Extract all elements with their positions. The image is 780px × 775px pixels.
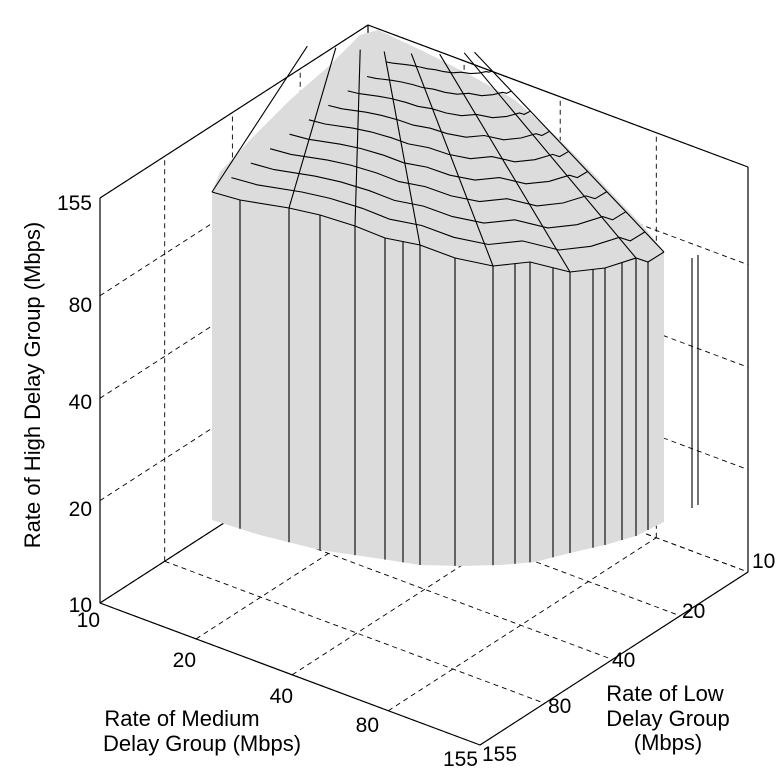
x-tick-label: 80 <box>356 714 379 737</box>
floor-grid-line <box>388 537 657 712</box>
z-axis-label: Rate of High Delay Group (Mbps) <box>20 222 45 548</box>
z-tick-label: 20 <box>69 498 92 521</box>
z-tick-labels: 10 20 40 80 155 <box>57 192 92 617</box>
box-edge <box>99 602 481 746</box>
surface-edge <box>211 191 665 273</box>
floor-grid-line <box>164 560 545 704</box>
surface-mesh-line <box>269 148 608 207</box>
y-tick-labels: 10 20 40 80 155 <box>482 550 775 766</box>
surface-mesh-line <box>386 61 493 75</box>
surface-mesh-line <box>410 53 494 267</box>
y-axis-label-line: Rate of Low <box>606 681 724 706</box>
z-tick-label: 10 <box>69 594 92 617</box>
y-axis-label-line: (Mbps) <box>634 730 702 755</box>
box-edge <box>367 24 749 168</box>
x-axis-label-line: Delay Group (Mbps) <box>103 731 301 756</box>
surface-mesh-line <box>463 52 637 259</box>
y-tick-label: 155 <box>482 743 517 766</box>
y-tick-label: 40 <box>612 649 635 672</box>
y-tick-label: 10 <box>752 550 775 573</box>
y-tick-label: 20 <box>682 600 705 623</box>
x-tick-labels: 10 20 40 80 155 <box>77 609 478 771</box>
surface-mesh-line <box>383 51 421 246</box>
surface-mesh-line <box>288 47 337 209</box>
surface-mesh-line <box>308 119 570 163</box>
surface-mesh-line <box>289 133 589 185</box>
surface-front <box>212 192 664 566</box>
z-tick-label: 80 <box>69 294 92 317</box>
surface-mesh-line <box>250 162 627 229</box>
x-axis-label-line: Rate of Medium <box>104 706 259 731</box>
y-axis-label-line: Delay Group <box>606 706 730 731</box>
box-edge <box>479 571 749 746</box>
y-tick-label: 80 <box>548 695 571 718</box>
z-tick-label: 40 <box>69 391 92 414</box>
x-tick-label: 10 <box>77 609 100 632</box>
x-tick-label: 40 <box>270 685 293 708</box>
surface-mesh-line <box>366 75 512 97</box>
x-axis-label: Rate of Medium Delay Group (Mbps) <box>103 706 301 756</box>
surface-mesh-line <box>328 104 551 141</box>
y-axis-label: Rate of Low Delay Group (Mbps) <box>606 681 730 755</box>
z-tick-label: 155 <box>57 192 92 215</box>
x-tick-label: 20 <box>173 649 196 672</box>
surface-mesh-line <box>231 177 646 251</box>
box-edge <box>99 24 369 199</box>
surface-mesh-line <box>439 53 571 273</box>
surface-mesh-line <box>211 45 308 193</box>
surface-mesh-line <box>354 49 361 227</box>
surface <box>211 30 699 566</box>
surface-mesh-line <box>474 51 665 253</box>
x-tick-label: 155 <box>443 748 478 771</box>
